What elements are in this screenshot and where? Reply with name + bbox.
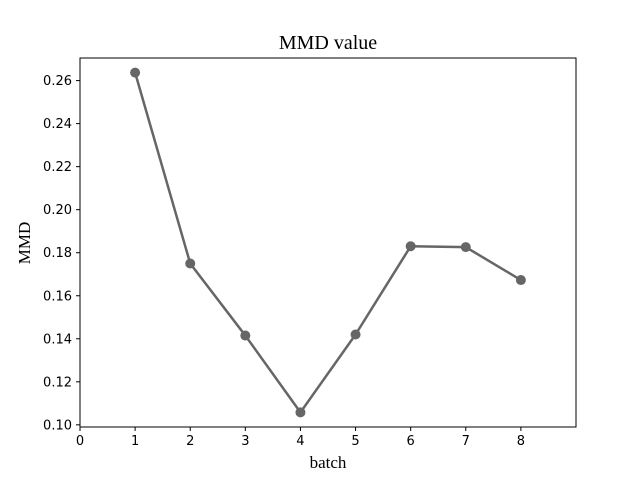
plot-frame — [79, 57, 577, 428]
chart-title: MMD value — [279, 32, 377, 54]
x-tick-label: 3 — [241, 434, 249, 449]
x-axis-label: batch — [310, 453, 347, 472]
y-tick-label: 0.18 — [43, 246, 72, 261]
x-tick-label: 2 — [186, 434, 194, 449]
data-point — [460, 242, 471, 253]
y-tick-label: 0.24 — [43, 117, 72, 132]
x-tick-label: 7 — [462, 434, 470, 449]
data-point — [295, 407, 306, 418]
data-point — [185, 258, 196, 269]
series-line-group — [130, 67, 526, 418]
x-tick-label: 0 — [76, 434, 84, 449]
x-tick-label: 4 — [296, 434, 304, 449]
y-axis-label: MMD — [15, 222, 34, 265]
data-point — [350, 329, 361, 340]
data-point — [515, 275, 526, 286]
x-tick-label: 1 — [131, 434, 139, 449]
y-tick-label: 0.20 — [43, 203, 72, 218]
y-tick-label: 0.26 — [43, 74, 72, 89]
y-tick-label: 0.16 — [43, 289, 72, 304]
x-tick-label: 8 — [517, 434, 525, 449]
axis-ticks: 0 1 2 3 4 5 6 7 8 0.10 0.12 0.14 0.16 0.18 0.20 0.22 0.2… — [43, 74, 525, 449]
y-tick-label: 0.10 — [43, 418, 72, 433]
y-tick-label: 0.22 — [43, 160, 72, 175]
y-tick-label: 0.14 — [43, 332, 72, 347]
data-point — [130, 67, 141, 78]
x-tick-label: 6 — [407, 434, 415, 449]
x-tick-label: 5 — [351, 434, 359, 449]
data-point — [405, 241, 416, 252]
series-line — [133, 72, 522, 414]
data-point — [240, 330, 251, 341]
y-tick-label: 0.12 — [43, 375, 72, 390]
